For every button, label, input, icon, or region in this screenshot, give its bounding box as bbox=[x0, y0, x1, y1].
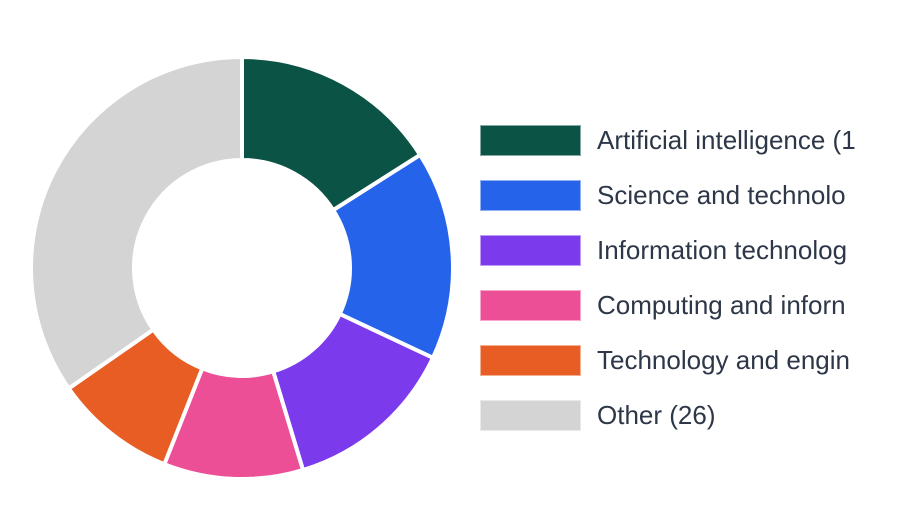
legend-item[interactable]: Technology and engin bbox=[480, 333, 886, 388]
legend-swatch bbox=[480, 290, 581, 321]
legend-label: Information technolog bbox=[597, 235, 848, 265]
legend-item[interactable]: Information technolog bbox=[480, 223, 886, 278]
legend-label: Technology and engin bbox=[597, 345, 850, 375]
legend-item[interactable]: Science and technolo bbox=[480, 168, 886, 223]
legend-label: Artificial intelligence (1 bbox=[597, 125, 856, 155]
chart-legend: Artificial intelligence (1 Science and t… bbox=[480, 113, 886, 443]
legend-swatch bbox=[480, 400, 581, 431]
legend-swatch bbox=[480, 125, 581, 156]
legend-swatch bbox=[480, 345, 581, 376]
legend-label: Computing and inforn bbox=[597, 290, 846, 320]
donut-slice[interactable] bbox=[240, 54, 423, 213]
legend-swatch bbox=[480, 180, 581, 211]
legend-item[interactable]: Artificial intelligence (1 bbox=[480, 113, 886, 168]
legend-label: Other (26) bbox=[597, 400, 716, 430]
legend-swatch bbox=[480, 235, 581, 266]
donut-slice[interactable] bbox=[330, 152, 455, 361]
legend-item[interactable]: Other (26) bbox=[480, 388, 886, 443]
donut-slice[interactable] bbox=[29, 54, 244, 392]
legend-item[interactable]: Computing and inforn bbox=[480, 278, 886, 333]
legend-label: Science and technolo bbox=[597, 180, 846, 210]
